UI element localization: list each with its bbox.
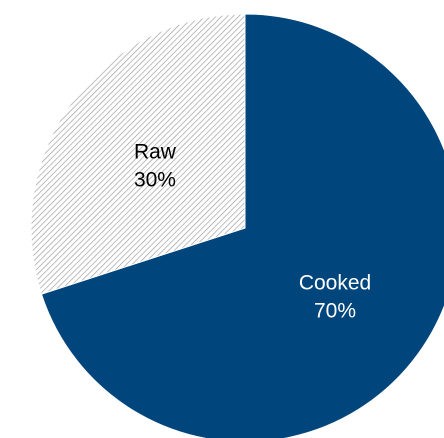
pie-slice-raw [30,13,246,295]
slice-category-label: Raw [134,141,177,164]
pie-labels: Cooked 70% Raw 30% [134,141,371,323]
pie-label-cooked: Cooked 70% [299,271,371,322]
slice-percent-label: 30% [134,169,176,192]
slice-percent-label: 70% [314,299,356,322]
pie-slices [30,13,444,438]
slice-category-label: Cooked [299,271,371,294]
pie-label-raw: Raw 30% [134,141,177,192]
pie-slice-cooked [40,13,444,438]
